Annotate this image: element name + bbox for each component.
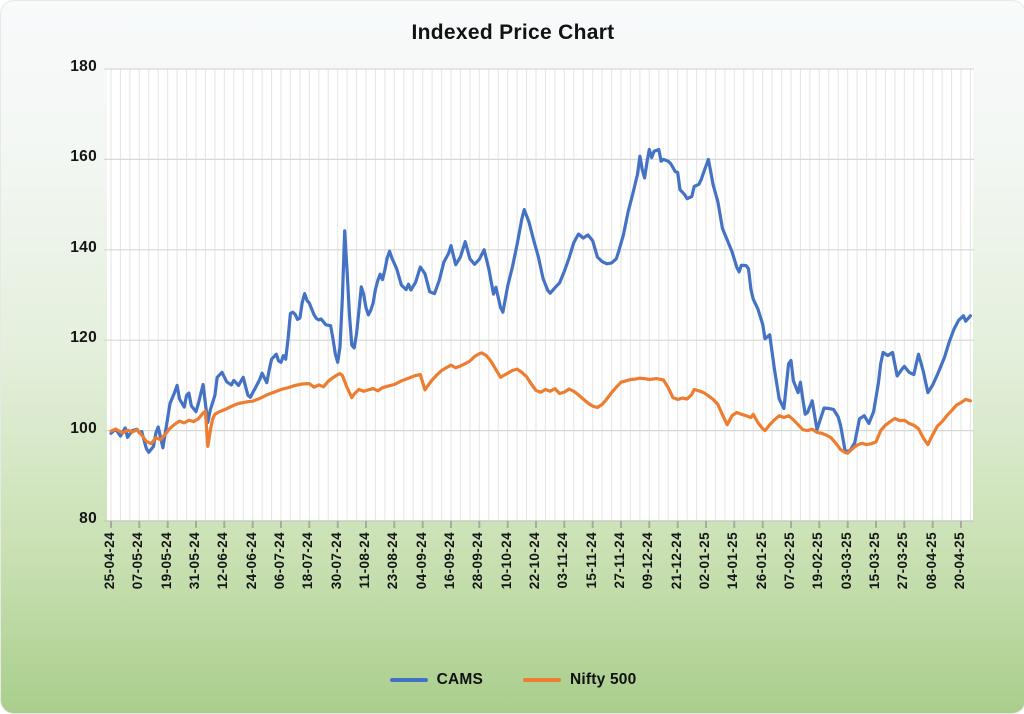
y-tick-label-100: 100 bbox=[70, 419, 97, 437]
x-tick-label-11-08-24: 11-08-24 bbox=[357, 532, 372, 589]
y-tick-label-140: 140 bbox=[70, 238, 97, 256]
x-tick-label-15-11-24: 15-11-24 bbox=[583, 532, 599, 589]
x-tick-label-28-09-24: 28-09-24 bbox=[470, 532, 486, 590]
cams-line-swatch bbox=[389, 677, 428, 683]
x-tick-label-03-11-24: 03-11-24 bbox=[555, 532, 571, 589]
y-tick-label-160: 160 bbox=[70, 148, 97, 166]
x-tick-label-25-04-24: 25-04-24 bbox=[102, 532, 117, 590]
x-tick-label-07-05-24: 07-05-24 bbox=[130, 532, 146, 590]
x-tick-label-26-01-25: 26-01-25 bbox=[753, 532, 769, 590]
x-tick-label-31-05-24: 31-05-24 bbox=[187, 532, 202, 590]
x-tick-label-20-04-25: 20-04-25 bbox=[952, 532, 967, 590]
legend-label-cams: CAMS bbox=[436, 671, 483, 688]
x-tick-label-14-01-25: 14-01-25 bbox=[725, 532, 741, 590]
nifty500-line-swatch bbox=[523, 677, 561, 683]
x-tick-label-04-09-24: 04-09-24 bbox=[413, 532, 429, 590]
x-tick-label-23-08-24: 23-08-24 bbox=[385, 532, 401, 590]
x-tick-label-24-06-24: 24-06-24 bbox=[243, 532, 259, 590]
chart-title: Indexed Price Chart bbox=[411, 21, 615, 44]
x-tick-label-15-03-25: 15-03-25 bbox=[867, 532, 882, 590]
x-tick-label-30-07-24: 30-07-24 bbox=[328, 532, 344, 590]
y-tick-label-80: 80 bbox=[79, 510, 97, 527]
x-tick-label-02-01-25: 02-01-25 bbox=[697, 532, 712, 590]
x-tick-label-19-02-25: 19-02-25 bbox=[810, 532, 826, 590]
x-tick-label-09-12-24: 09-12-24 bbox=[640, 532, 656, 590]
legend-label-nifty500: Nifty 500 bbox=[570, 671, 637, 688]
x-tick-label-27-03-25: 27-03-25 bbox=[895, 532, 911, 590]
x-tick-label-10-10-24: 10-10-24 bbox=[498, 532, 514, 590]
x-tick-label-21-12-24: 21-12-24 bbox=[668, 532, 684, 590]
y-tick-label-120: 120 bbox=[70, 329, 97, 347]
x-tick-label-03-03-25: 03-03-25 bbox=[838, 532, 854, 590]
x-tick-label-27-11-24: 27-11-24 bbox=[612, 532, 627, 589]
x-tick-label-06-07-24: 06-07-24 bbox=[272, 532, 287, 590]
x-tick-label-12-06-24: 12-06-24 bbox=[215, 532, 231, 590]
legend: CAMS Nifty 500 bbox=[1, 671, 1024, 689]
x-tick-label-18-07-24: 18-07-24 bbox=[300, 532, 316, 590]
x-tick-label-22-10-24: 22-10-24 bbox=[527, 532, 542, 590]
legend-item-cams[interactable]: CAMS bbox=[389, 671, 483, 689]
y-tick-label-180: 180 bbox=[70, 58, 97, 75]
x-tick-label-07-02-25: 07-02-25 bbox=[782, 532, 797, 590]
series-line-nifty-500[interactable] bbox=[109, 351, 973, 455]
series-line-cams[interactable] bbox=[109, 147, 973, 454]
x-tick-label-19-05-24: 19-05-24 bbox=[158, 532, 174, 590]
plot-background bbox=[107, 69, 973, 521]
legend-item-nifty500[interactable]: Nifty 500 bbox=[523, 671, 636, 689]
x-tick-label-08-04-25: 08-04-25 bbox=[923, 532, 939, 590]
x-tick-label-16-09-24: 16-09-24 bbox=[442, 532, 457, 590]
